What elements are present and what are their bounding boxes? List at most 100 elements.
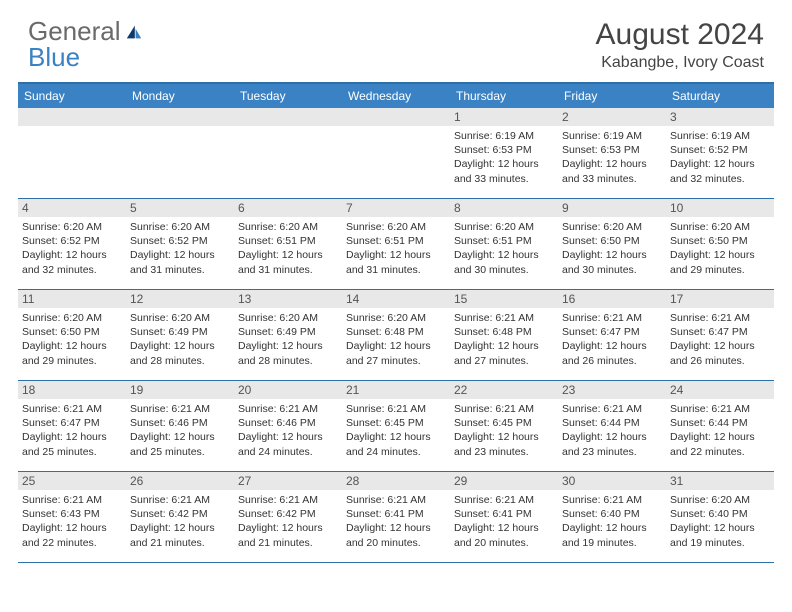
day-body: Sunrise: 6:20 AMSunset: 6:49 PMDaylight:… (234, 308, 342, 371)
day-cell (234, 108, 342, 198)
logo: GeneralBlue (28, 18, 144, 70)
sunset-text: Sunset: 6:51 PM (454, 234, 554, 248)
day-cell: 7Sunrise: 6:20 AMSunset: 6:51 PMDaylight… (342, 199, 450, 289)
sunrise-text: Sunrise: 6:21 AM (670, 311, 770, 325)
day-body: Sunrise: 6:21 AMSunset: 6:44 PMDaylight:… (558, 399, 666, 462)
sunrise-text: Sunrise: 6:21 AM (238, 402, 338, 416)
sunrise-text: Sunrise: 6:20 AM (238, 220, 338, 234)
day-cell (18, 108, 126, 198)
sunset-text: Sunset: 6:42 PM (130, 507, 230, 521)
sunset-text: Sunset: 6:47 PM (22, 416, 122, 430)
day-cell: 24Sunrise: 6:21 AMSunset: 6:44 PMDayligh… (666, 381, 774, 471)
day-number: 3 (666, 108, 774, 126)
daylight-text: Daylight: 12 hours and 20 minutes. (454, 521, 554, 549)
sunset-text: Sunset: 6:52 PM (22, 234, 122, 248)
day-body: Sunrise: 6:21 AMSunset: 6:43 PMDaylight:… (18, 490, 126, 553)
day-cell: 2Sunrise: 6:19 AMSunset: 6:53 PMDaylight… (558, 108, 666, 198)
day-cell: 26Sunrise: 6:21 AMSunset: 6:42 PMDayligh… (126, 472, 234, 562)
daylight-text: Daylight: 12 hours and 19 minutes. (670, 521, 770, 549)
daylight-text: Daylight: 12 hours and 26 minutes. (562, 339, 662, 367)
sunrise-text: Sunrise: 6:21 AM (562, 493, 662, 507)
day-body: Sunrise: 6:20 AMSunset: 6:52 PMDaylight:… (18, 217, 126, 280)
day-number: 17 (666, 290, 774, 308)
daylight-text: Daylight: 12 hours and 30 minutes. (454, 248, 554, 276)
sunset-text: Sunset: 6:53 PM (454, 143, 554, 157)
daylight-text: Daylight: 12 hours and 28 minutes. (130, 339, 230, 367)
sunset-text: Sunset: 6:40 PM (670, 507, 770, 521)
weekday-header: Saturday (666, 84, 774, 108)
day-number: 22 (450, 381, 558, 399)
day-body: Sunrise: 6:19 AMSunset: 6:52 PMDaylight:… (666, 126, 774, 189)
day-number (342, 108, 450, 126)
day-cell: 31 Sunrise: 6:20 AMSunset: 6:40 PMDayligh… (666, 472, 774, 562)
sunset-text: Sunset: 6:44 PM (562, 416, 662, 430)
day-cell: 29Sunrise: 6:21 AMSunset: 6:41 PMDayligh… (450, 472, 558, 562)
weekday-header: Thursday (450, 84, 558, 108)
day-cell: 8Sunrise: 6:20 AMSunset: 6:51 PMDaylight… (450, 199, 558, 289)
day-body: Sunrise: 6:21 AMSunset: 6:42 PMDaylight:… (234, 490, 342, 553)
sunrise-text: Sunrise: 6:21 AM (22, 402, 122, 416)
sunset-text: Sunset: 6:51 PM (346, 234, 446, 248)
sunrise-text: Sunrise: 6:20 AM (454, 220, 554, 234)
sunset-text: Sunset: 6:51 PM (238, 234, 338, 248)
daylight-text: Daylight: 12 hours and 27 minutes. (454, 339, 554, 367)
daylight-text: Daylight: 12 hours and 27 minutes. (346, 339, 446, 367)
sunset-text: Sunset: 6:50 PM (670, 234, 770, 248)
day-body: Sunrise: 6:19 AMSunset: 6:53 PMDaylight:… (558, 126, 666, 189)
day-body: Sunrise: 6:21 AMSunset: 6:47 PMDaylight:… (18, 399, 126, 462)
daylight-text: Daylight: 12 hours and 33 minutes. (454, 157, 554, 185)
sunset-text: Sunset: 6:43 PM (22, 507, 122, 521)
week-row: 4Sunrise: 6:20 AMSunset: 6:52 PMDaylight… (18, 199, 774, 290)
daylight-text: Daylight: 12 hours and 29 minutes. (22, 339, 122, 367)
daylight-text: Daylight: 12 hours and 24 minutes. (238, 430, 338, 458)
day-body: Sunrise: 6:21 AMSunset: 6:40 PMDaylight:… (558, 490, 666, 553)
day-number: 18 (18, 381, 126, 399)
day-number: 5 (126, 199, 234, 217)
daylight-text: Daylight: 12 hours and 22 minutes. (22, 521, 122, 549)
month-title: August 2024 (596, 18, 764, 52)
sunrise-text: Sunrise: 6:20 AM (130, 220, 230, 234)
sunrise-text: Sunrise: 6:21 AM (454, 311, 554, 325)
day-number: 14 (342, 290, 450, 308)
day-cell: 4Sunrise: 6:20 AMSunset: 6:52 PMDaylight… (18, 199, 126, 289)
sunrise-text: Sunrise: 6:20 AM (130, 311, 230, 325)
weekday-header: Sunday (18, 84, 126, 108)
daylight-text: Daylight: 12 hours and 28 minutes. (238, 339, 338, 367)
day-number: 10 (666, 199, 774, 217)
daylight-text: Daylight: 12 hours and 23 minutes. (454, 430, 554, 458)
day-cell: 30Sunrise: 6:21 AMSunset: 6:40 PMDayligh… (558, 472, 666, 562)
day-cell: 21Sunrise: 6:21 AMSunset: 6:45 PMDayligh… (342, 381, 450, 471)
daylight-text: Daylight: 12 hours and 31 minutes. (130, 248, 230, 276)
daylight-text: Daylight: 12 hours and 24 minutes. (346, 430, 446, 458)
sunrise-text: Sunrise: 6:20 AM (670, 493, 770, 507)
day-number: 31 (666, 472, 774, 490)
sunset-text: Sunset: 6:45 PM (346, 416, 446, 430)
day-body: Sunrise: 6:20 AMSunset: 6:50 PMDaylight:… (558, 217, 666, 280)
sunrise-text: Sunrise: 6:20 AM (346, 311, 446, 325)
day-body: Sunrise: 6:21 AMSunset: 6:48 PMDaylight:… (450, 308, 558, 371)
week-row: 1Sunrise: 6:19 AMSunset: 6:53 PMDaylight… (18, 108, 774, 199)
day-body: Sunrise: 6:21 AMSunset: 6:47 PMDaylight:… (558, 308, 666, 371)
daylight-text: Daylight: 12 hours and 25 minutes. (22, 430, 122, 458)
sunset-text: Sunset: 6:41 PM (454, 507, 554, 521)
week-row: 18Sunrise: 6:21 AMSunset: 6:47 PMDayligh… (18, 381, 774, 472)
day-cell: 16Sunrise: 6:21 AMSunset: 6:47 PMDayligh… (558, 290, 666, 380)
day-cell: 6Sunrise: 6:20 AMSunset: 6:51 PMDaylight… (234, 199, 342, 289)
day-body: Sunrise: 6:21 AMSunset: 6:44 PMDaylight:… (666, 399, 774, 462)
calendar: SundayMondayTuesdayWednesdayThursdayFrid… (18, 82, 774, 563)
day-cell (126, 108, 234, 198)
logo-text-blue: Blue (28, 44, 144, 70)
day-number: 7 (342, 199, 450, 217)
sunset-text: Sunset: 6:47 PM (562, 325, 662, 339)
day-number: 11 (18, 290, 126, 308)
day-cell: 19Sunrise: 6:21 AMSunset: 6:46 PMDayligh… (126, 381, 234, 471)
day-cell: 27Sunrise: 6:21 AMSunset: 6:42 PMDayligh… (234, 472, 342, 562)
day-number: 20 (234, 381, 342, 399)
daylight-text: Daylight: 12 hours and 29 minutes. (670, 248, 770, 276)
day-number (126, 108, 234, 126)
day-cell: 15Sunrise: 6:21 AMSunset: 6:48 PMDayligh… (450, 290, 558, 380)
sunrise-text: Sunrise: 6:21 AM (130, 493, 230, 507)
sunrise-text: Sunrise: 6:20 AM (670, 220, 770, 234)
sunrise-text: Sunrise: 6:21 AM (562, 311, 662, 325)
sunrise-text: Sunrise: 6:20 AM (562, 220, 662, 234)
